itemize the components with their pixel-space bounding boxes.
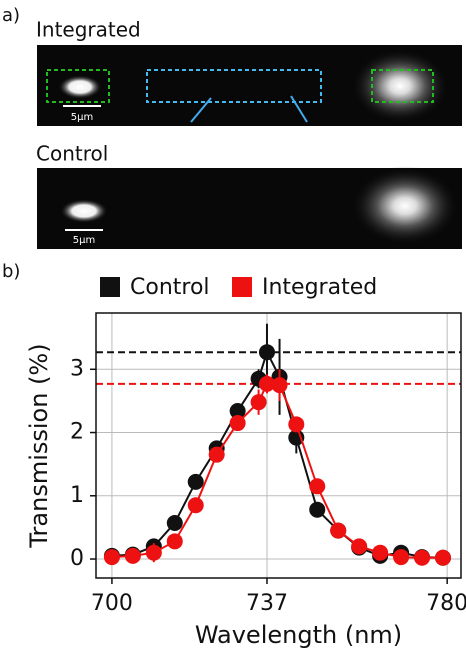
image-title: Control [36,142,108,166]
x-tick-label: 737 [246,591,288,616]
marker [435,550,451,566]
spot [58,75,102,99]
y-tick-label: 0 [70,546,84,571]
scale-label: 5μm [73,235,95,246]
x-tick-label: 780 [426,591,466,616]
marker [259,344,275,360]
panel-label: a) [2,5,20,26]
image-title: Integrated [36,18,141,42]
marker [209,447,225,463]
marker [414,550,430,566]
y-tick-label: 1 [70,483,84,508]
marker [230,415,246,431]
legend-swatch [100,277,120,297]
marker [372,545,388,561]
marker [167,515,183,531]
marker [146,545,162,561]
marker [288,416,304,432]
x-tick-label: 700 [91,591,133,616]
marker [104,549,120,565]
scale-label: 5μm [71,112,93,123]
spot [350,48,450,124]
marker [251,394,267,410]
legend-label: Integrated [262,275,377,300]
marker [351,538,367,554]
figure: a) Integrated 5μm Control 5μm b) 700 737 7… [0,0,466,649]
y-tick-label: 2 [70,420,84,445]
x-axis-title: Wavelength (nm) [195,621,402,649]
marker [167,533,183,549]
marker [330,523,346,539]
marker [125,548,141,564]
spot [60,199,108,223]
spot [350,166,460,246]
marker [309,478,325,494]
marker [393,549,409,565]
marker [309,502,325,518]
y-axis-title: Transmission (%) [25,343,53,548]
marker [272,377,288,393]
y-tick-label: 3 [70,356,84,381]
legend-swatch [232,277,252,297]
marker [188,474,204,490]
panel-label: b) [2,261,20,282]
marker [188,497,204,513]
series-line [112,384,443,558]
legend-label: Control [130,275,210,300]
